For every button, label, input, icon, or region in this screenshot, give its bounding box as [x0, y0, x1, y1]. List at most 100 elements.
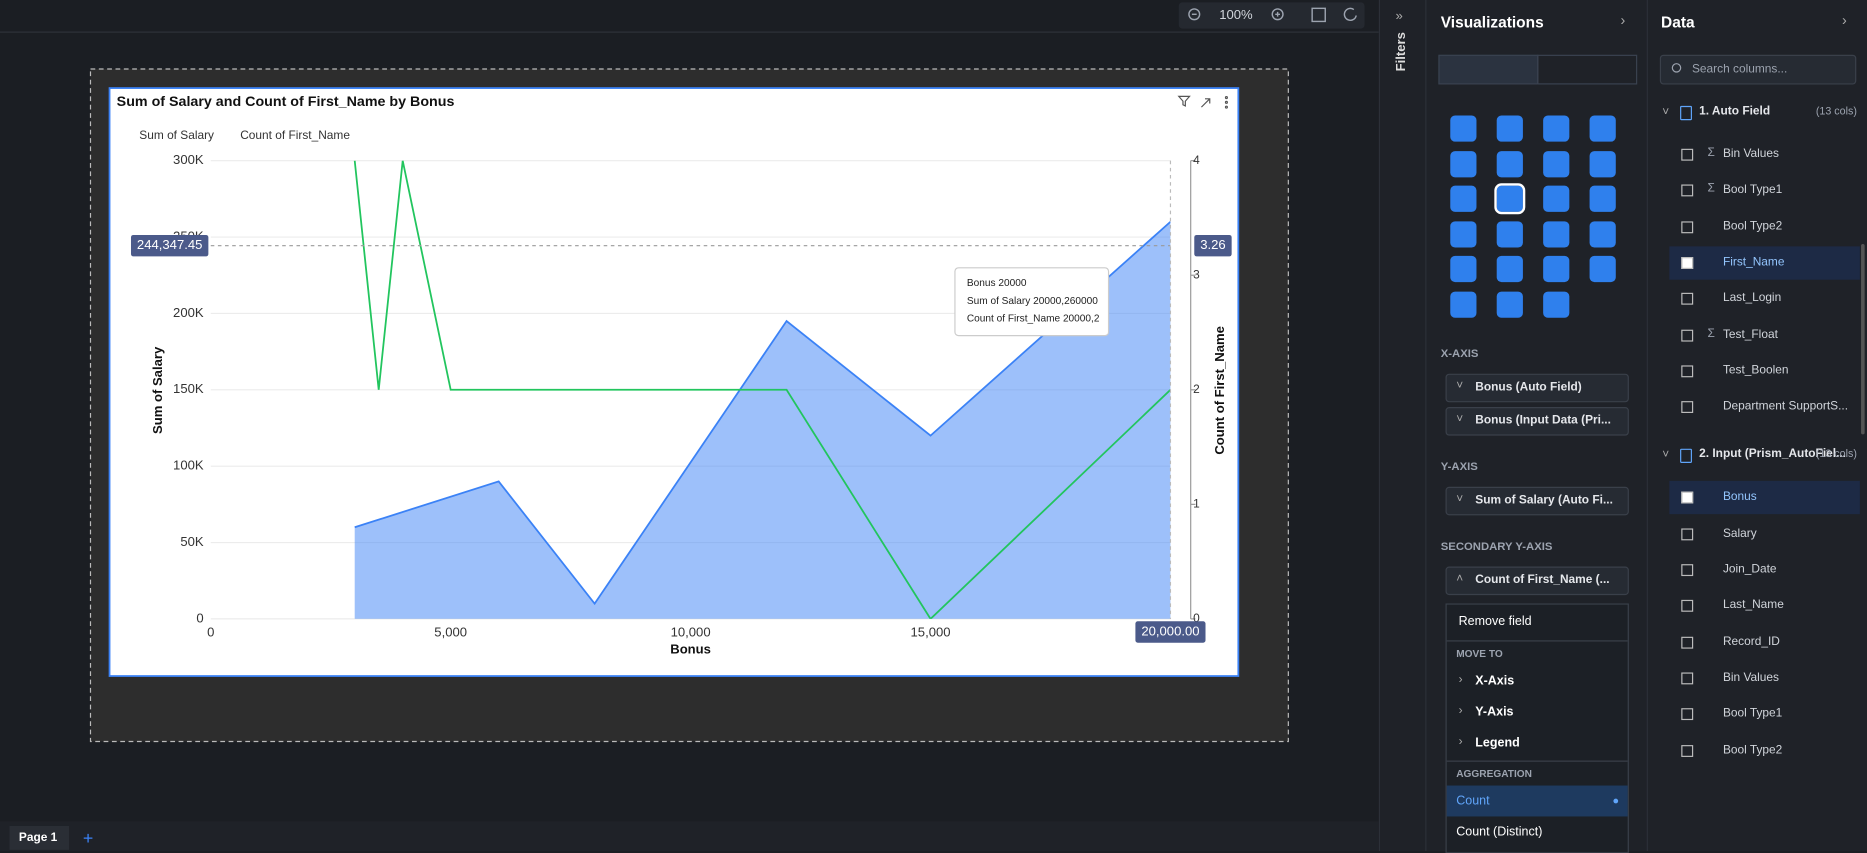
column-row[interactable]: Department SupportS...	[1669, 390, 1860, 423]
viz-type-icon[interactable]	[1450, 291, 1477, 318]
column-row[interactable]: Σ Bin Values	[1669, 138, 1860, 171]
viz-type-icon[interactable]	[1589, 255, 1616, 283]
menu-item-row[interactable]: Count (Distinct)	[1447, 816, 1628, 847]
viz-type-icon[interactable]	[1496, 220, 1523, 247]
column-name: Bin Values	[1722, 671, 1779, 685]
menu-item[interactable]: Y-Axis	[1475, 704, 1514, 719]
x-tick-label: 0	[207, 625, 214, 640]
menu-item[interactable]: Legend	[1475, 735, 1520, 750]
numeric-icon: Σ	[1707, 146, 1715, 160]
checkbox	[1681, 492, 1694, 504]
menu-item: Count (Distinct)	[1456, 824, 1543, 840]
source-name[interactable]: 1. Auto Field	[1699, 104, 1771, 118]
source-count: (13 cols)	[1815, 447, 1857, 460]
column-row[interactable]: Join_Date	[1669, 553, 1860, 586]
page-tab[interactable]	[9, 825, 70, 850]
checkbox	[1681, 672, 1694, 685]
viz-type-icon[interactable]	[1450, 150, 1477, 177]
viz-type-icon[interactable]	[1494, 183, 1526, 215]
menu-item-row[interactable]: Count	[1446, 785, 1628, 817]
viz-type-icon[interactable]	[1589, 115, 1616, 142]
field-pill[interactable]: ˅ Bonus (Input Data (Pri...	[1445, 407, 1629, 436]
collapse-icon[interactable]: ›	[1620, 11, 1626, 29]
tooltip-bg	[954, 267, 1110, 337]
y2-tick-label: 2	[1193, 382, 1200, 396]
column-row[interactable]: Record_ID	[1669, 626, 1860, 659]
well-label: SECONDARY Y-AXIS	[1440, 540, 1553, 554]
filters-label: Filters	[1394, 32, 1409, 72]
checkbox	[1681, 708, 1694, 721]
collapse-icon[interactable]: ›	[1842, 11, 1847, 29]
menu-chevron: ›	[1458, 735, 1463, 749]
column-row[interactable]: Bonus	[1669, 481, 1860, 515]
menu-remove[interactable]: Remove field	[1458, 614, 1532, 629]
column-row[interactable]: Σ Test_Float	[1669, 318, 1860, 351]
zoom-level: 100%	[1219, 7, 1253, 22]
column-row[interactable]: Bin Values	[1669, 662, 1860, 695]
viz-type-icon[interactable]	[1543, 185, 1570, 212]
column-row[interactable]: Σ Bool Type1	[1669, 174, 1860, 207]
column-row[interactable]: Test_Boolen	[1669, 354, 1860, 387]
viz-type-icon[interactable]	[1496, 150, 1523, 177]
numeric-icon: Σ	[1707, 326, 1715, 340]
column-row[interactable]: Bool Type2	[1669, 210, 1860, 243]
field-pill[interactable]: ˅ Bonus (Auto Field)	[1445, 373, 1629, 403]
filters-strip[interactable]: » Filters	[1378, 0, 1427, 851]
column-row[interactable]: First_Name	[1669, 246, 1860, 280]
checkbox	[1681, 636, 1694, 649]
menu-section: MOVE TO	[1456, 647, 1503, 660]
column-row[interactable]: Bool Type1	[1669, 698, 1860, 731]
column-name: Last_Name	[1722, 599, 1784, 613]
viz-type-icon[interactable]	[1543, 150, 1570, 177]
column-name: Department SupportS...	[1722, 400, 1849, 414]
column-name: Bool Type2	[1722, 743, 1783, 757]
column-row[interactable]: Last_Login	[1669, 282, 1860, 315]
column-name: Test_Boolen	[1722, 363, 1789, 378]
y-tick-label: 100K	[173, 458, 204, 473]
viz-type-icon[interactable]	[1543, 255, 1570, 283]
y-tick-label: 300K	[173, 152, 204, 167]
viz-type-icon[interactable]	[1543, 220, 1570, 247]
chevron: ˅	[1456, 412, 1464, 427]
viz-type-icon[interactable]	[1450, 255, 1477, 283]
source-name[interactable]: 2. Input (Prism_AutoFiel...	[1699, 447, 1847, 462]
menu-item[interactable]: X-Axis	[1475, 673, 1515, 688]
viz-type-icon[interactable]	[1450, 220, 1477, 247]
viz-type-icon[interactable]	[1496, 115, 1523, 142]
field-pill[interactable]: ˄ Count of First_Name (...	[1445, 566, 1629, 596]
viz-type-icon[interactable]	[1543, 291, 1570, 318]
y2-tick-label: 0	[1193, 611, 1200, 625]
viz-tab[interactable]	[1537, 54, 1638, 85]
column-row[interactable]: Salary	[1669, 517, 1860, 550]
line	[353, 160, 1171, 619]
field-pill[interactable]: ˅ Sum of Salary (Auto Fi...	[1445, 486, 1629, 516]
source-chevron: ˅	[1662, 105, 1670, 120]
search-box[interactable]: Search columns...	[1659, 54, 1857, 85]
add-page[interactable]: +	[83, 828, 93, 848]
menu-chevron: ›	[1458, 704, 1463, 718]
column-row[interactable]: Bool Type2	[1669, 734, 1860, 767]
viz-type-icon[interactable]	[1450, 185, 1477, 212]
viz-type-icon[interactable]	[1496, 291, 1523, 318]
column-row[interactable]: Last_Name	[1669, 590, 1860, 623]
viz-tab-active[interactable]	[1438, 54, 1539, 85]
panel-title: Visualizations	[1440, 13, 1544, 31]
field-menu: Remove field MOVE TO › X-Axis › Y-Axis › Legend…	[1445, 603, 1629, 853]
column-name: Bin Values	[1722, 147, 1779, 161]
page-bar	[0, 821, 1379, 851]
crosshair-x-label: 20,000.00	[1135, 621, 1206, 643]
viz-type-icon[interactable]	[1450, 115, 1477, 142]
tooltip-line: Bonus 20000	[967, 278, 1027, 289]
viz-type-icon[interactable]	[1496, 255, 1523, 283]
viz-type-icon[interactable]	[1543, 115, 1570, 142]
search-placeholder: Search columns...	[1691, 63, 1788, 77]
crosshair-y-label: 244,347.45	[130, 234, 209, 257]
viz-type-icon[interactable]	[1589, 150, 1616, 177]
viz-type-icon[interactable]	[1589, 185, 1616, 212]
x-tick-label: 5,000	[434, 625, 467, 640]
panel-title: Data	[1661, 13, 1695, 31]
y-tick-label: 200K	[173, 305, 204, 320]
viz-type-icon[interactable]	[1589, 220, 1616, 247]
column-name: Join_Date	[1722, 562, 1777, 577]
crosshair-y2-label-bg	[1194, 234, 1232, 257]
